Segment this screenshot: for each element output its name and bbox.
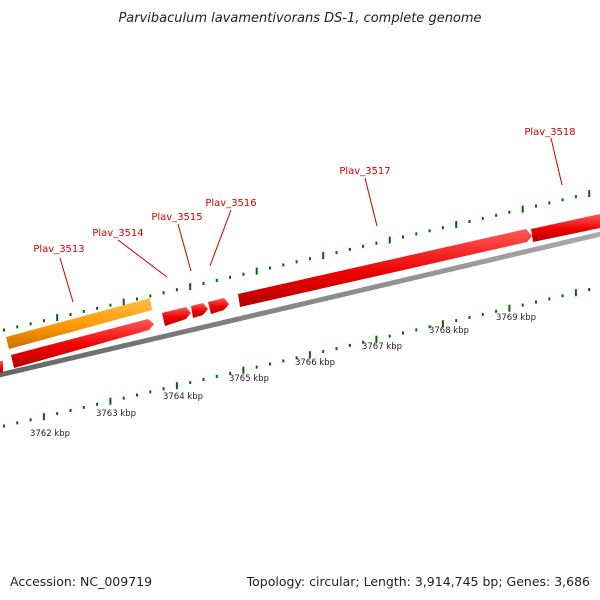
label-line-plav-3514 xyxy=(117,239,168,278)
kbp-label-3763: 3763 kbp xyxy=(96,409,136,419)
gene-label-plav-3515[interactable]: Plav_3515 xyxy=(151,212,202,223)
gene-label-lines xyxy=(59,137,563,303)
accession-label: Accession: NC_009719 xyxy=(10,574,153,589)
gene-arrow-3511[interactable] xyxy=(0,361,3,374)
genome-backbone xyxy=(0,231,600,378)
map-title: Parvibaculum lavamentivorans DS-1, compl… xyxy=(118,11,481,26)
kbp-label-3764: 3764 kbp xyxy=(163,392,203,402)
gene-track xyxy=(0,214,600,374)
gene-label-plav-3516[interactable]: Plav_3516 xyxy=(205,198,256,209)
lower-tick-row xyxy=(3,288,591,428)
kbp-label-3766: 3766 kbp xyxy=(295,358,335,368)
kbp-label-3768: 3768 kbp xyxy=(429,326,469,336)
kbp-label-3765: 3765 kbp xyxy=(229,374,269,384)
gene-labels: Plav_3513 Plav_3514 Plav_3515 Plav_3516 … xyxy=(33,127,575,255)
kbp-label-3767: 3767 kbp xyxy=(362,342,402,352)
gene-arrow-3513[interactable] xyxy=(11,319,154,368)
gene-label-plav-3514[interactable]: Plav_3514 xyxy=(92,228,143,239)
label-line-plav-3513 xyxy=(59,257,74,303)
gene-arrow-3513-highlight[interactable] xyxy=(6,298,152,349)
label-line-plav-3515 xyxy=(177,223,192,272)
label-line-plav-3517 xyxy=(364,177,378,227)
gene-label-plav-3518[interactable]: Plav_3518 xyxy=(524,127,575,138)
gene-arrow-3518[interactable] xyxy=(531,214,600,242)
kbp-label-3769: 3769 kbp xyxy=(496,313,536,323)
label-line-plav-3518 xyxy=(550,137,563,186)
kbp-label-3762: 3762 kbp xyxy=(30,429,70,439)
upper-tick-row xyxy=(3,190,591,332)
gene-label-plav-3513[interactable]: Plav_3513 xyxy=(33,244,84,255)
gene-label-plav-3517[interactable]: Plav_3517 xyxy=(339,166,390,177)
gene-arrow-3516[interactable] xyxy=(208,298,229,314)
topology-label: Topology: circular; Length: 3,914,745 bp… xyxy=(246,574,590,589)
gene-arrow-3515[interactable] xyxy=(191,303,208,318)
label-line-plav-3516 xyxy=(209,209,232,267)
gene-arrow-3514[interactable] xyxy=(162,307,191,326)
gene-arrow-3517[interactable] xyxy=(238,229,532,307)
kbp-scale-labels: 3762 kbp 3763 kbp 3764 kbp 3765 kbp 3766… xyxy=(30,313,536,439)
